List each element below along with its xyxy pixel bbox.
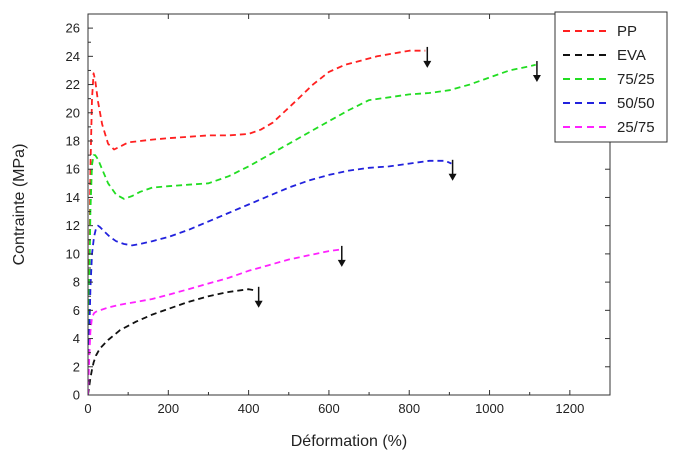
y-tick-label-8: 8: [73, 275, 80, 290]
y-tick-label-26: 26: [66, 21, 80, 36]
break-marker-eva: [254, 286, 263, 308]
legend-box: [554, 11, 668, 143]
break-marker-head-50-50: [448, 173, 457, 181]
legend-label-50-50: 50/50: [617, 95, 655, 112]
break-marker-pp: [423, 46, 432, 68]
y-tick-label-18: 18: [66, 134, 80, 149]
x-tick-label-600: 600: [318, 401, 340, 416]
y-tick-label-4: 4: [73, 331, 80, 346]
x-axis-title: Déformation (%): [291, 433, 407, 450]
break-marker-head-25-75: [337, 259, 346, 267]
x-axis-ticks: 0 200 400 600 800 1000 1200: [84, 14, 584, 416]
y-tick-label-2: 2: [73, 359, 80, 374]
legend-label-25-75: 25/75: [617, 119, 655, 136]
y-tick-label-22: 22: [66, 77, 80, 92]
y-tick-label-12: 12: [66, 218, 80, 233]
x-tick-label-1200: 1200: [555, 401, 584, 416]
legend: PP EVA 75/25 50/50 25/75: [554, 11, 668, 143]
y-axis-title: Contrainte (MPa): [11, 144, 28, 266]
series-line-eva: [88, 288, 257, 395]
break-marker-50-50: [448, 159, 457, 181]
series-line-75-25: [88, 63, 536, 395]
break-marker-head-pp: [423, 60, 432, 68]
x-tick-label-800: 800: [398, 401, 420, 416]
legend-label-eva: EVA: [617, 47, 646, 64]
x-tick-label-200: 200: [157, 401, 179, 416]
series-group: [88, 49, 536, 395]
y-tick-label-14: 14: [66, 190, 80, 205]
break-marker-head-75-25: [532, 75, 541, 83]
y-tick-label-16: 16: [66, 162, 80, 177]
series-line-25-75: [88, 248, 340, 395]
break-markers-group: [254, 46, 541, 308]
series-line-50-50: [88, 159, 452, 395]
break-marker-head-eva: [254, 300, 263, 308]
break-marker-75-25: [532, 61, 541, 83]
y-tick-label-6: 6: [73, 303, 80, 318]
break-marker-25-75: [337, 245, 346, 267]
plot-frame: [87, 13, 611, 396]
y-tick-label-0: 0: [73, 388, 80, 403]
y-tick-label-10: 10: [66, 246, 80, 261]
x-tick-label-1000: 1000: [475, 401, 504, 416]
legend-label-pp: PP: [617, 23, 637, 40]
x-tick-label-0: 0: [84, 401, 91, 416]
y-tick-label-24: 24: [66, 49, 80, 64]
x-tick-label-400: 400: [238, 401, 260, 416]
legend-label-75-25: 75/25: [617, 71, 655, 88]
y-tick-label-20: 20: [66, 105, 80, 120]
